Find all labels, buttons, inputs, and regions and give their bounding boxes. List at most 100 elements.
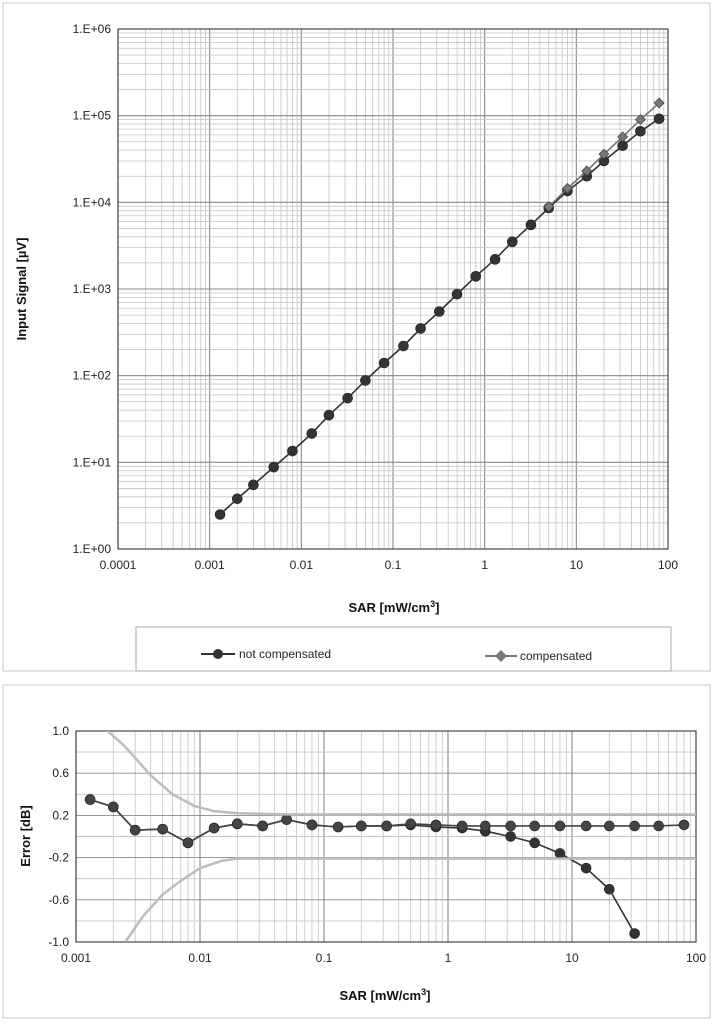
point-not-compensated	[604, 883, 615, 895]
top-y-tick-labels: 1.E+00 1.E+01 1.E+02 1.E+03 1.E+04 1.E+05 1.E+…	[73, 22, 112, 556]
legend	[135, 626, 672, 672]
point-not-compensated	[360, 375, 371, 386]
y-tick-label: 0.2	[52, 808, 69, 822]
point-compensated	[529, 820, 540, 832]
x-tick-label: 0.1	[316, 951, 333, 965]
point-not-compensated	[306, 428, 318, 439]
x-tick-label: 1	[481, 558, 488, 572]
point-not-compensated	[231, 493, 243, 505]
point-compensated	[356, 820, 367, 832]
point-compensated	[653, 97, 665, 109]
x-tick-label: 0.001	[195, 558, 225, 572]
point-not-compensated	[653, 113, 665, 125]
legend-entry-not-compensated: not compensated	[201, 647, 331, 661]
y-tick-label: 1.E+02	[73, 369, 112, 383]
point-compensated	[581, 165, 593, 177]
point-not-compensated	[529, 837, 540, 849]
y-tick-label: 1.E+01	[73, 455, 112, 469]
point-compensated	[430, 819, 442, 831]
point-compensated	[678, 819, 690, 831]
bottom-x-axis-label: SAR [mW/cm3]	[340, 987, 431, 1003]
legend-marker-circle	[213, 649, 223, 659]
point-compensated	[598, 148, 610, 160]
top-plot-area	[117, 28, 669, 550]
y-tick-label: 1.E+03	[73, 282, 112, 296]
top-chart-series	[214, 97, 665, 520]
x-tick-label: 100	[686, 951, 706, 965]
point-not-compensated	[451, 288, 463, 300]
point-compensated	[480, 820, 491, 832]
point-not-compensated	[398, 340, 409, 352]
y-tick-label: 1.E+00	[73, 542, 112, 556]
point-compensated	[543, 201, 555, 213]
point-not-compensated	[434, 306, 445, 317]
bottom-y-axis-label: Error [dB]	[18, 805, 33, 866]
x-tick-label: 10	[570, 558, 584, 572]
point-not-compensated	[505, 831, 516, 842]
point-not-compensated	[506, 236, 518, 248]
point-compensated	[306, 819, 318, 831]
x-tick-label: 100	[658, 558, 678, 572]
top-y-axis-label: Input Signal [µV]	[14, 238, 29, 341]
point-compensated	[208, 822, 220, 834]
point-compensated	[232, 818, 243, 830]
point-compensated	[604, 820, 615, 832]
y-tick-label: -0.6	[48, 893, 69, 907]
legend-entry-compensated: compensated	[485, 649, 592, 663]
y-tick-label: 1.E+06	[73, 22, 112, 36]
bottom-y-tick-labels: 1.0 0.6 0.2 -0.2 -0.6 -1.0	[48, 724, 69, 949]
y-tick-label: 1.E+04	[73, 195, 112, 209]
point-not-compensated	[214, 509, 226, 520]
series-clip-group	[214, 97, 665, 520]
point-compensated	[84, 794, 96, 805]
series-clip-group	[84, 731, 696, 942]
y-tick-label: 1.E+05	[73, 109, 112, 123]
x-tick-label: 0.001	[61, 951, 91, 965]
point-not-compensated	[489, 254, 501, 265]
x-tick-label: 0.01	[290, 558, 314, 572]
y-tick-label: -1.0	[48, 935, 69, 949]
point-compensated	[562, 182, 573, 194]
point-not-compensated	[415, 323, 426, 334]
point-compensated	[182, 837, 194, 849]
point-compensated	[456, 820, 468, 832]
point-compensated	[405, 818, 416, 830]
series-line-upper-limit	[106, 731, 696, 816]
point-not-compensated	[554, 848, 566, 859]
top-chart-grid	[117, 29, 668, 550]
x-tick-label: 1	[445, 951, 452, 965]
top-x-tick-labels: 0.0001 0.001 0.01 0.1 1 10 100	[100, 558, 679, 572]
point-not-compensated	[525, 219, 537, 231]
bottom-plot-area	[75, 730, 697, 943]
legend-label-compensated: compensated	[520, 649, 592, 663]
point-not-compensated	[470, 271, 482, 282]
series-line-lower-limit	[124, 857, 696, 942]
y-tick-label: -0.2	[48, 851, 69, 865]
point-not-compensated	[580, 862, 592, 874]
bottom-x-tick-labels: 0.001 0.01 0.1 1 10 100	[61, 951, 706, 965]
point-compensated	[281, 814, 292, 825]
point-not-compensated	[342, 392, 353, 404]
bottom-chart-series	[84, 731, 696, 942]
top-x-axis-label: SAR [mW/cm3]	[349, 599, 440, 615]
point-not-compensated	[629, 928, 640, 939]
point-compensated	[257, 820, 268, 832]
point-compensated	[332, 821, 344, 833]
point-not-compensated	[635, 126, 646, 137]
legend-label-not-compensated: not compensated	[239, 647, 331, 661]
point-compensated	[505, 820, 516, 832]
point-not-compensated	[268, 461, 280, 473]
point-compensated	[653, 820, 664, 832]
bottom-chart-grid	[75, 730, 696, 943]
point-compensated	[157, 823, 168, 835]
point-not-compensated	[378, 357, 390, 369]
point-compensated	[129, 824, 141, 836]
point-compensated	[381, 820, 392, 832]
x-tick-label: 0.0001	[100, 558, 137, 572]
point-compensated	[634, 114, 646, 126]
point-compensated	[580, 820, 592, 832]
point-not-compensated	[323, 409, 335, 421]
legend-marker-diamond	[495, 650, 507, 662]
